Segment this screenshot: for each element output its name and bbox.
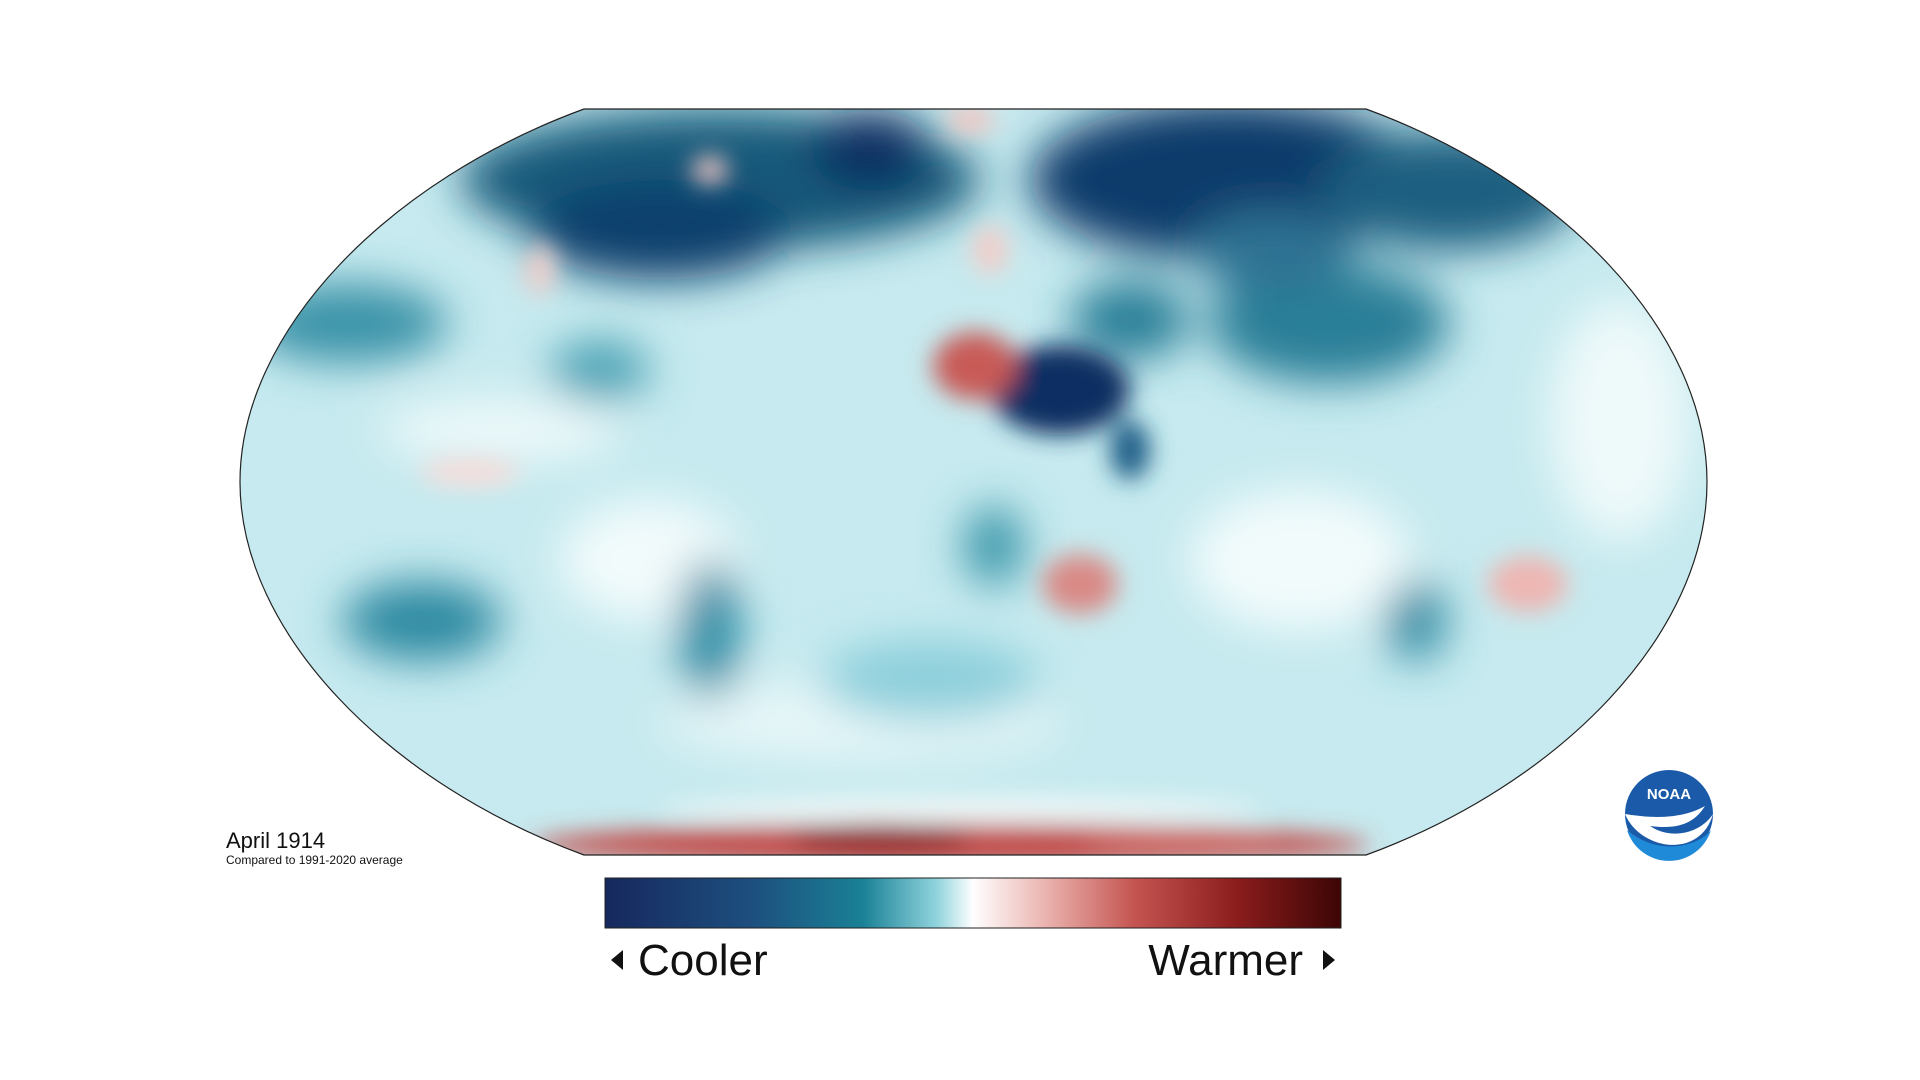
logo-lower (1627, 830, 1711, 861)
map-subtitle: Compared to 1991-2020 average (226, 853, 403, 867)
map-outline (239, 108, 1708, 856)
legend-low-label: Cooler (638, 936, 768, 985)
right-arrow (1323, 950, 1335, 970)
logo-bird (1625, 806, 1713, 845)
logo-text: NOAA (1647, 786, 1691, 803)
legend-high-label: Warmer (1148, 936, 1303, 985)
left-arrow (611, 950, 623, 970)
noaa-logo: NOAA (1625, 770, 1713, 861)
map-title: April 1914 (226, 828, 325, 853)
anomaly-field (240, 109, 1707, 855)
color-scale (604, 877, 1342, 929)
anomaly-blobs (248, 109, 1690, 760)
anomaly-cores (420, 109, 1568, 855)
